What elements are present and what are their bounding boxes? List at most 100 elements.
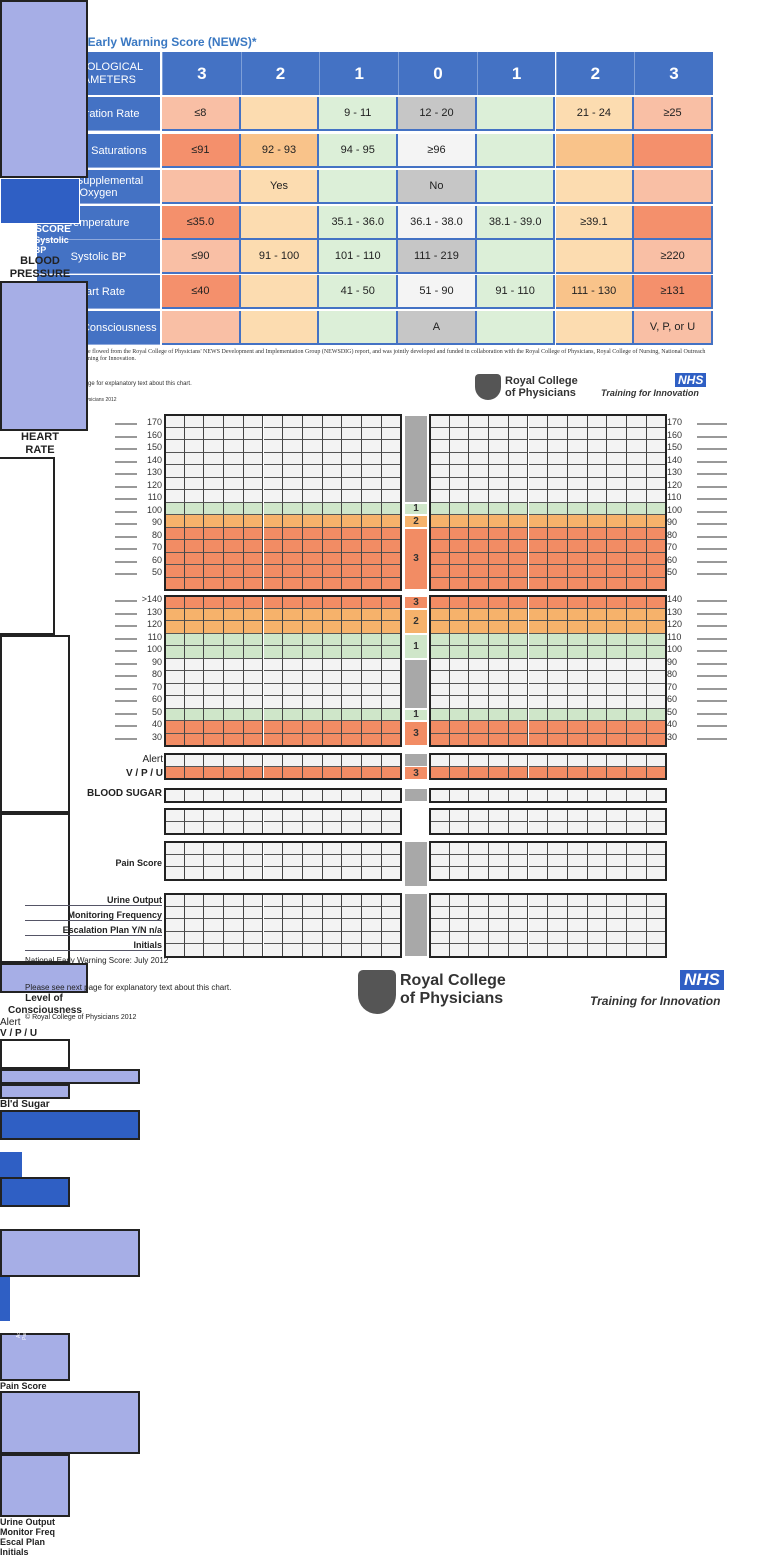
bp-cell[interactable] [184, 452, 205, 465]
bp-cell[interactable] [283, 490, 303, 503]
bp-cell[interactable] [224, 427, 244, 440]
bp-cell[interactable] [165, 465, 185, 478]
bp-cell[interactable] [508, 527, 529, 540]
bp-cell[interactable] [224, 527, 244, 540]
hr-cell[interactable] [362, 596, 382, 609]
bp-cell[interactable] [263, 415, 284, 428]
bp-cell[interactable] [489, 477, 509, 490]
bp-cell[interactable] [449, 427, 470, 440]
bp-cell[interactable] [587, 440, 608, 453]
bp-cell[interactable] [528, 440, 549, 453]
bp-cell[interactable] [165, 440, 185, 453]
bp-cell[interactable] [627, 477, 647, 490]
hr-cell[interactable] [508, 596, 529, 609]
bp-cell[interactable] [587, 502, 608, 515]
hr-cell[interactable] [204, 596, 225, 609]
bp-cell[interactable] [607, 452, 627, 465]
bp-cell[interactable] [165, 565, 185, 578]
bp-cell[interactable] [607, 540, 627, 553]
bp-cell[interactable] [627, 427, 647, 440]
bp-cell[interactable] [362, 540, 382, 553]
bp-cell[interactable] [548, 465, 568, 478]
hr-cell[interactable] [469, 596, 490, 609]
hr-cell[interactable] [528, 596, 549, 609]
bp-cell[interactable] [302, 490, 323, 503]
bp-cell[interactable] [243, 477, 264, 490]
bp-cell[interactable] [263, 515, 284, 528]
bp-cell[interactable] [263, 527, 284, 540]
bp-cell[interactable] [342, 565, 362, 578]
bp-cell[interactable] [567, 440, 588, 453]
bp-cell[interactable] [184, 515, 205, 528]
bp-cell[interactable] [508, 465, 529, 478]
bp-cell[interactable] [508, 552, 529, 565]
bp-cell[interactable] [263, 490, 284, 503]
bp-cell[interactable] [567, 502, 588, 515]
bp-cell[interactable] [224, 540, 244, 553]
bp-cell[interactable] [283, 440, 303, 453]
bp-cell[interactable] [449, 502, 470, 515]
bp-cell[interactable] [489, 427, 509, 440]
bp-cell[interactable] [548, 440, 568, 453]
bp-cell[interactable] [508, 490, 529, 503]
bp-cell[interactable] [469, 440, 490, 453]
bp-cell[interactable] [204, 490, 225, 503]
bp-cell[interactable] [587, 415, 608, 428]
bp-cell[interactable] [342, 540, 362, 553]
bp-cell[interactable] [184, 415, 205, 428]
bp-cell[interactable] [449, 452, 470, 465]
bp-cell[interactable] [362, 452, 382, 465]
bp-cell[interactable] [587, 427, 608, 440]
bp-cell[interactable] [489, 540, 509, 553]
bp-cell[interactable] [607, 552, 627, 565]
bp-cell[interactable] [430, 527, 450, 540]
bp-cell[interactable] [302, 527, 323, 540]
bp-cell[interactable] [283, 540, 303, 553]
bp-cell[interactable] [469, 527, 490, 540]
bp-cell[interactable] [508, 515, 529, 528]
hr-cell[interactable] [449, 596, 470, 609]
bp-cell[interactable] [449, 565, 470, 578]
bp-cell[interactable] [302, 452, 323, 465]
bp-cell[interactable] [469, 540, 490, 553]
bp-cell[interactable] [627, 452, 647, 465]
bp-cell[interactable] [528, 565, 549, 578]
bp-cell[interactable] [342, 452, 362, 465]
bp-cell[interactable] [322, 527, 343, 540]
bp-cell[interactable] [204, 440, 225, 453]
bp-cell[interactable] [243, 427, 264, 440]
bp-cell[interactable] [528, 477, 549, 490]
bp-cell[interactable] [489, 440, 509, 453]
hr-cell[interactable] [430, 596, 450, 609]
bp-cell[interactable] [469, 565, 490, 578]
bp-cell[interactable] [362, 565, 382, 578]
bp-cell[interactable] [548, 452, 568, 465]
bp-cell[interactable] [322, 465, 343, 478]
hr-cell[interactable] [607, 596, 627, 609]
bp-cell[interactable] [508, 452, 529, 465]
bp-cell[interactable] [184, 465, 205, 478]
bp-cell[interactable] [322, 565, 343, 578]
bp-cell[interactable] [627, 552, 647, 565]
bp-cell[interactable] [607, 440, 627, 453]
bp-cell[interactable] [224, 452, 244, 465]
bp-cell[interactable] [302, 502, 323, 515]
bp-cell[interactable] [508, 477, 529, 490]
bp-cell[interactable] [342, 552, 362, 565]
bp-cell[interactable] [430, 515, 450, 528]
bp-cell[interactable] [263, 465, 284, 478]
bp-cell[interactable] [587, 465, 608, 478]
bp-cell[interactable] [283, 552, 303, 565]
bp-cell[interactable] [508, 440, 529, 453]
bp-cell[interactable] [184, 440, 205, 453]
bp-cell[interactable] [528, 465, 549, 478]
bp-cell[interactable] [528, 490, 549, 503]
bp-cell[interactable] [263, 452, 284, 465]
hr-cell[interactable] [263, 596, 284, 609]
bp-cell[interactable] [322, 502, 343, 515]
bp-cell[interactable] [204, 565, 225, 578]
bp-cell[interactable] [322, 515, 343, 528]
bp-cell[interactable] [430, 565, 450, 578]
bp-cell[interactable] [243, 465, 264, 478]
bp-cell[interactable] [362, 552, 382, 565]
